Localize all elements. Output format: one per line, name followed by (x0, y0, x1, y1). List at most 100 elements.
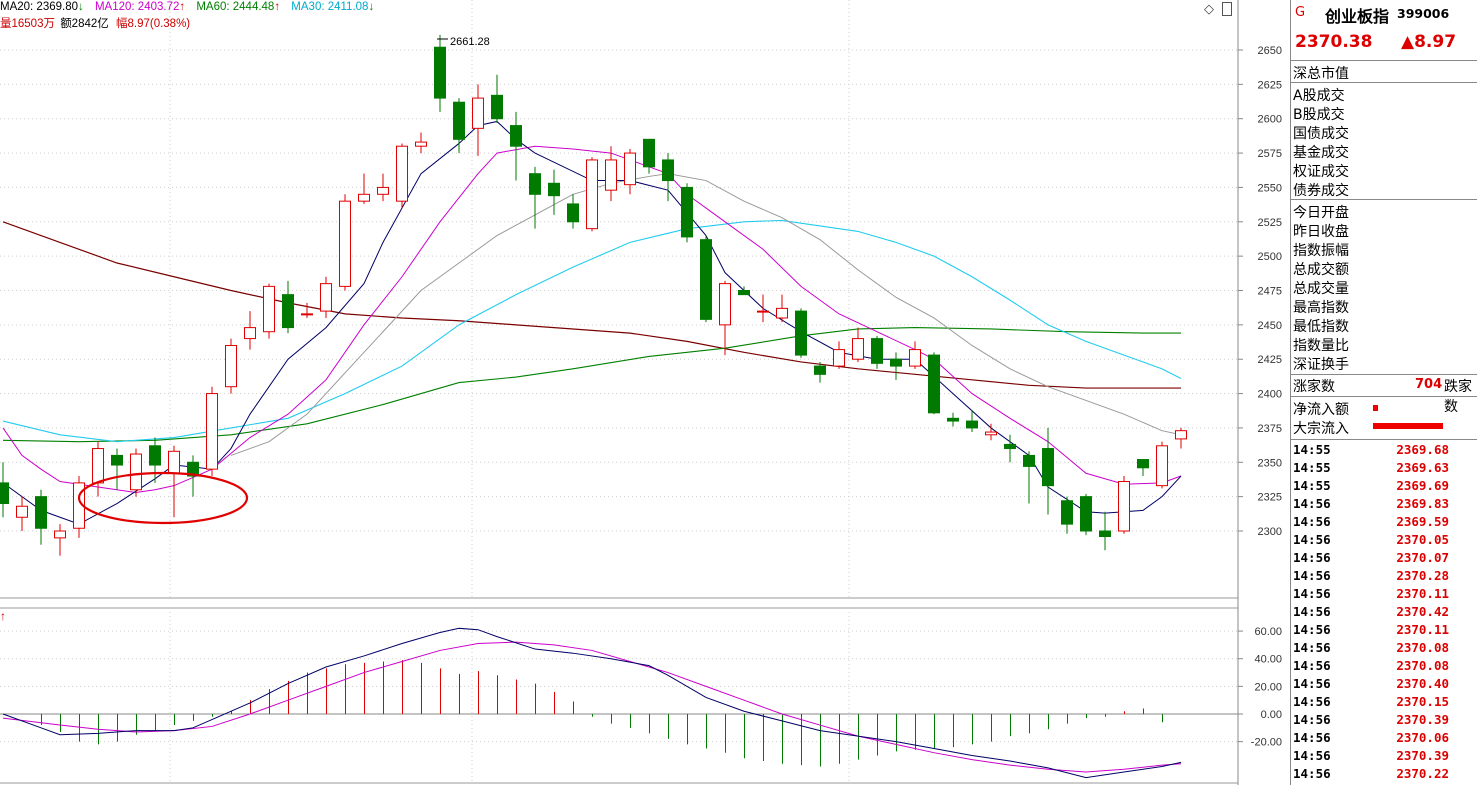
y-tick-label: 2375 (1258, 423, 1282, 435)
candle-body (586, 159, 598, 230)
candle-body (1080, 496, 1092, 532)
y-tick-label: 2400 (1258, 389, 1282, 401)
candle-body (320, 283, 332, 312)
tick-price: 2370.22 (1396, 766, 1449, 781)
panel-toggle-icon[interactable] (1222, 2, 1232, 16)
candle-body (890, 358, 902, 367)
index-name: 创业板指 (1325, 7, 1390, 26)
tick-row: 14:55 2369.63 (1293, 460, 1475, 478)
candle-body (73, 482, 85, 529)
candle-body (111, 454, 123, 466)
ma30-value: MA30: 2411.08 (291, 1, 369, 13)
tick-time: 14:56 (1293, 586, 1331, 601)
candlestick-chart[interactable]: 2650 2625 2600 2575 2550 2525 2500 2475 2450 2425… (0, 0, 1290, 785)
candle-body (453, 101, 465, 140)
candle-body (377, 186, 389, 195)
tick-time: 14:56 (1293, 676, 1331, 691)
tick-time: 14:56 (1293, 550, 1331, 565)
candle-body (1099, 530, 1111, 537)
candle-body (16, 505, 28, 518)
tick-row: 14:56 2370.11 (1293, 586, 1475, 604)
candle-body (947, 417, 959, 422)
tick-time: 14:56 (1293, 532, 1331, 547)
candle-body (871, 338, 883, 364)
candle-body (130, 453, 142, 491)
candle-body (472, 97, 484, 129)
tick-time: 14:56 (1293, 514, 1331, 529)
tick-price: 2370.07 (1396, 550, 1449, 565)
candle-body (187, 461, 199, 477)
candle-body (263, 285, 275, 333)
tick-row: 14:56 2370.08 (1293, 640, 1475, 658)
amount-value: 额2842亿 (60, 18, 109, 30)
candle-body (1004, 443, 1016, 450)
candle-body (339, 200, 351, 287)
y-tick-label: 2350 (1258, 457, 1282, 469)
tick-time: 14:56 (1293, 748, 1331, 763)
tick-price: 2370.39 (1396, 748, 1449, 763)
y-tick-label: 2525 (1258, 217, 1282, 229)
tick-row: 14:56 2370.22 (1293, 766, 1475, 784)
stat-label-0: 今日开盘 (1293, 205, 1349, 221)
candle-body (1137, 459, 1149, 469)
ma20-line (230, 173, 1182, 456)
candle-body (776, 307, 788, 319)
tick-price: 2370.28 (1396, 568, 1449, 583)
tick-row: 14:56 2370.42 (1293, 604, 1475, 622)
candle-body (909, 349, 921, 367)
ind-y-tick-label: 20.00 (1254, 681, 1282, 693)
stat-label-4: 总成交量 (1293, 281, 1349, 297)
stat-label-5: 最高指数 (1293, 300, 1349, 316)
tick-time: 14:56 (1293, 694, 1331, 709)
candle-body (795, 310, 807, 356)
y-tick-label: 2625 (1258, 79, 1282, 91)
candle-body (92, 448, 104, 484)
diamond-icon[interactable]: ◇ (1204, 1, 1214, 16)
quote-side-panel: G 创业板指 399006 2370.38 ▲8.97 深总市值 A股成交 B股成… (1290, 0, 1477, 785)
trade-label-5: 债券成交 (1293, 183, 1349, 199)
peak-marker: 2661.28 (437, 36, 490, 48)
y-tick-label: 2300 (1258, 526, 1282, 538)
tick-time: 14:56 (1293, 604, 1331, 619)
tick-time: 14:56 (1293, 658, 1331, 673)
candle-body (681, 186, 693, 238)
y-tick-label: 2650 (1258, 45, 1282, 57)
candle-body (719, 283, 731, 326)
ma10-line (2, 145, 1182, 494)
ind-y-tick-label: 40.00 (1254, 654, 1282, 666)
stat-label-2: 指数振幅 (1293, 243, 1349, 259)
candle-body (35, 496, 47, 529)
y-tick-label: 2550 (1258, 182, 1282, 194)
ind-y-tick-label: 0.00 (1261, 709, 1282, 721)
candle-body (567, 203, 579, 223)
kline-chart-area[interactable]: 2650 2625 2600 2575 2550 2525 2500 2475 2450 2425… (0, 0, 1290, 785)
index-code: 399006 (1397, 6, 1450, 21)
indicator-marker: ↑ (0, 609, 6, 623)
tick-row: 14:56 2370.06 (1293, 730, 1475, 748)
peak-label: 2661.28 (450, 36, 490, 48)
candle-body (225, 344, 237, 388)
candle-body (1042, 448, 1054, 487)
tick-row: 14:56 2370.07 (1293, 550, 1475, 568)
tick-price: 2370.06 (1396, 730, 1449, 745)
block-inflow-label: 大宗流入 (1293, 421, 1349, 437)
tick-price: 2370.11 (1396, 622, 1449, 637)
dea-line (2, 641, 1182, 773)
tick-row: 14:56 2370.39 (1293, 748, 1475, 766)
dif-line (2, 627, 1182, 779)
tick-time: 14:56 (1293, 622, 1331, 637)
trade-label-3: 基金成交 (1293, 145, 1349, 161)
candle-body (358, 193, 370, 202)
candle-body (168, 450, 180, 474)
candle-body (1175, 430, 1187, 440)
candle-body (0, 482, 9, 505)
candle-body (624, 152, 636, 186)
ma120-value: MA120: 2403.72 (94, 1, 180, 13)
candle-body (985, 431, 997, 436)
tick-price: 2369.63 (1396, 460, 1449, 475)
y-tick-label: 2475 (1258, 286, 1282, 298)
candle-body (54, 530, 66, 539)
tick-time: 14:56 (1293, 640, 1331, 655)
volume-value: 量16503万 (0, 18, 55, 30)
tick-price: 2370.08 (1396, 640, 1449, 655)
